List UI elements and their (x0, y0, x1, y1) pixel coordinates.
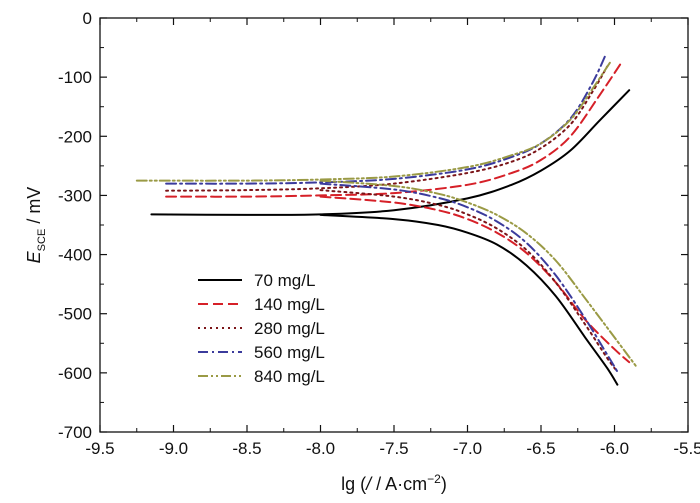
plot-frame (99, 17, 689, 433)
x-axis-title-close: ) (441, 474, 447, 494)
legend-label: 840 mg/L (254, 367, 325, 386)
x-tick-label: -6.5 (526, 439, 555, 458)
y-tick-label: 0 (83, 9, 92, 28)
y-tick-label: -100 (58, 68, 92, 87)
x-tick-label: -9.5 (85, 439, 114, 458)
series-line-280-mg-l-cathodic (319, 189, 619, 373)
x-tick-label: -8.5 (232, 439, 261, 458)
x-axis-title-italic: / (364, 474, 373, 494)
y-axis-title-sub: SCE (36, 229, 48, 252)
y-tick-label: -500 (58, 305, 92, 324)
legend-label: 70 mg/L (254, 271, 315, 290)
y-axis-title-var: E (24, 250, 44, 263)
series-line-840-mg-l-anodic (135, 61, 612, 182)
axis-ticks: -9.5 -9.0 -8.5 -8.0 -7.5 -7.0 -6.5 -6.0 -5.5 0 -10… (58, 9, 700, 458)
x-tick-label: -6.0 (600, 439, 629, 458)
series-line-280-mg-l-anodic (165, 65, 609, 192)
x-tick-label: -8.0 (306, 439, 335, 458)
y-axis-title: ESCE / mV (24, 187, 48, 264)
x-axis-title-unit: / A·cm (371, 474, 427, 494)
x-axis-title: lg (/ / A·cm−2) (341, 472, 447, 494)
x-tick-label: -9.0 (159, 439, 188, 458)
series-line-70-mg-l-anodic (150, 89, 631, 216)
legend-label: 560 mg/L (254, 343, 325, 362)
legend: 70 mg/L 140 mg/L 280 mg/L 560 mg/L 840 mg/L (198, 271, 325, 386)
series-line-70-mg-l-cathodic (319, 213, 619, 386)
series-line-840-mg-l-cathodic (319, 179, 638, 368)
series-layer (135, 53, 638, 386)
series-line-560-mg-l-anodic (165, 53, 607, 185)
legend-label: 140 mg/L (254, 295, 325, 314)
x-tick-label: -7.0 (453, 439, 482, 458)
y-tick-label: -700 (58, 423, 92, 442)
x-tick-label: -5.5 (673, 439, 700, 458)
y-tick-label: -200 (58, 127, 92, 146)
series-line-140-mg-l-anodic (165, 63, 622, 198)
x-tick-label: -7.5 (379, 439, 408, 458)
y-tick-label: -400 (58, 246, 92, 265)
series-line-560-mg-l-cathodic (319, 182, 619, 373)
y-axis-title-unit: / mV (24, 187, 44, 229)
x-axis-title-main: lg ( (341, 474, 366, 494)
legend-label: 280 mg/L (254, 319, 325, 338)
y-tick-label: -600 (58, 364, 92, 383)
y-tick-label: -300 (58, 186, 92, 205)
x-axis-title-exponent: −2 (427, 472, 441, 486)
series-line-140-mg-l-cathodic (319, 195, 631, 364)
